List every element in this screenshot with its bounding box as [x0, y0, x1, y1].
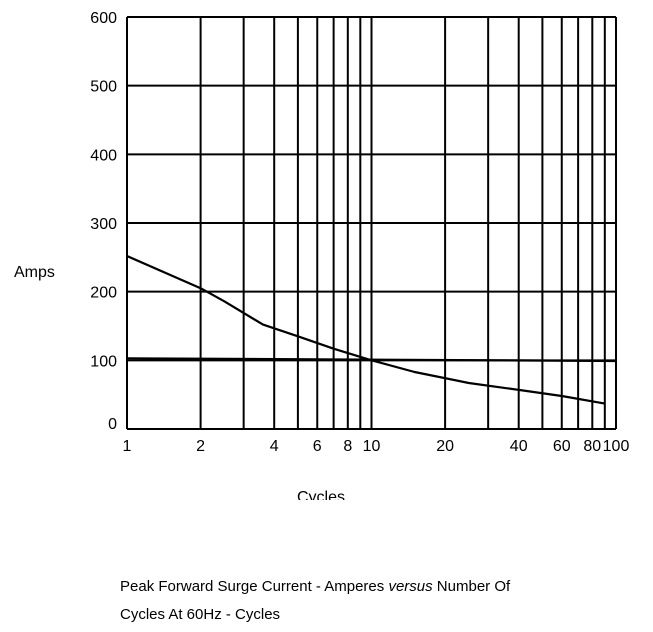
x-tick-label: 1: [123, 438, 132, 455]
x-axis-label: Cycles: [297, 489, 345, 500]
y-tick-label: 300: [90, 216, 117, 233]
caption-line-1: Peak Forward Surge Current - Amperes ver…: [120, 570, 640, 604]
x-tick-label: 60: [553, 438, 571, 455]
grid: [126, 16, 617, 430]
y-tick-label: 0: [108, 416, 117, 433]
y-tick-label: 200: [90, 285, 117, 302]
y-tick-label: 600: [90, 10, 117, 27]
caption-text-b: Number Of: [432, 578, 511, 595]
series-line-2: [126, 357, 617, 363]
y-tick-label: 100: [90, 353, 117, 370]
y-axis-label: Amps: [14, 264, 55, 281]
caption-text-c: Cycles At 60Hz - Cycles: [120, 606, 281, 623]
caption-text-a: Peak Forward Surge Current - Amperes: [120, 578, 389, 595]
series-layer: [126, 254, 617, 405]
x-tick-label: 4: [270, 438, 279, 455]
series-line-1: [126, 254, 605, 405]
caption-line-2: Cycles At 60Hz - Cycles: [120, 598, 640, 632]
x-tick-label: 2: [196, 438, 205, 455]
x-tick-label: 80: [583, 438, 601, 455]
x-tick-label: 6: [313, 438, 322, 455]
x-tick-label: 20: [436, 438, 454, 455]
x-tick-label: 8: [343, 438, 352, 455]
y-tick-label: 500: [90, 79, 117, 96]
caption-italic: versus: [388, 578, 433, 595]
x-tick-label: 10: [363, 438, 381, 455]
x-tick-label: 40: [510, 438, 528, 455]
y-tick-label: 400: [90, 147, 117, 164]
x-tick-label: 100: [603, 438, 630, 455]
